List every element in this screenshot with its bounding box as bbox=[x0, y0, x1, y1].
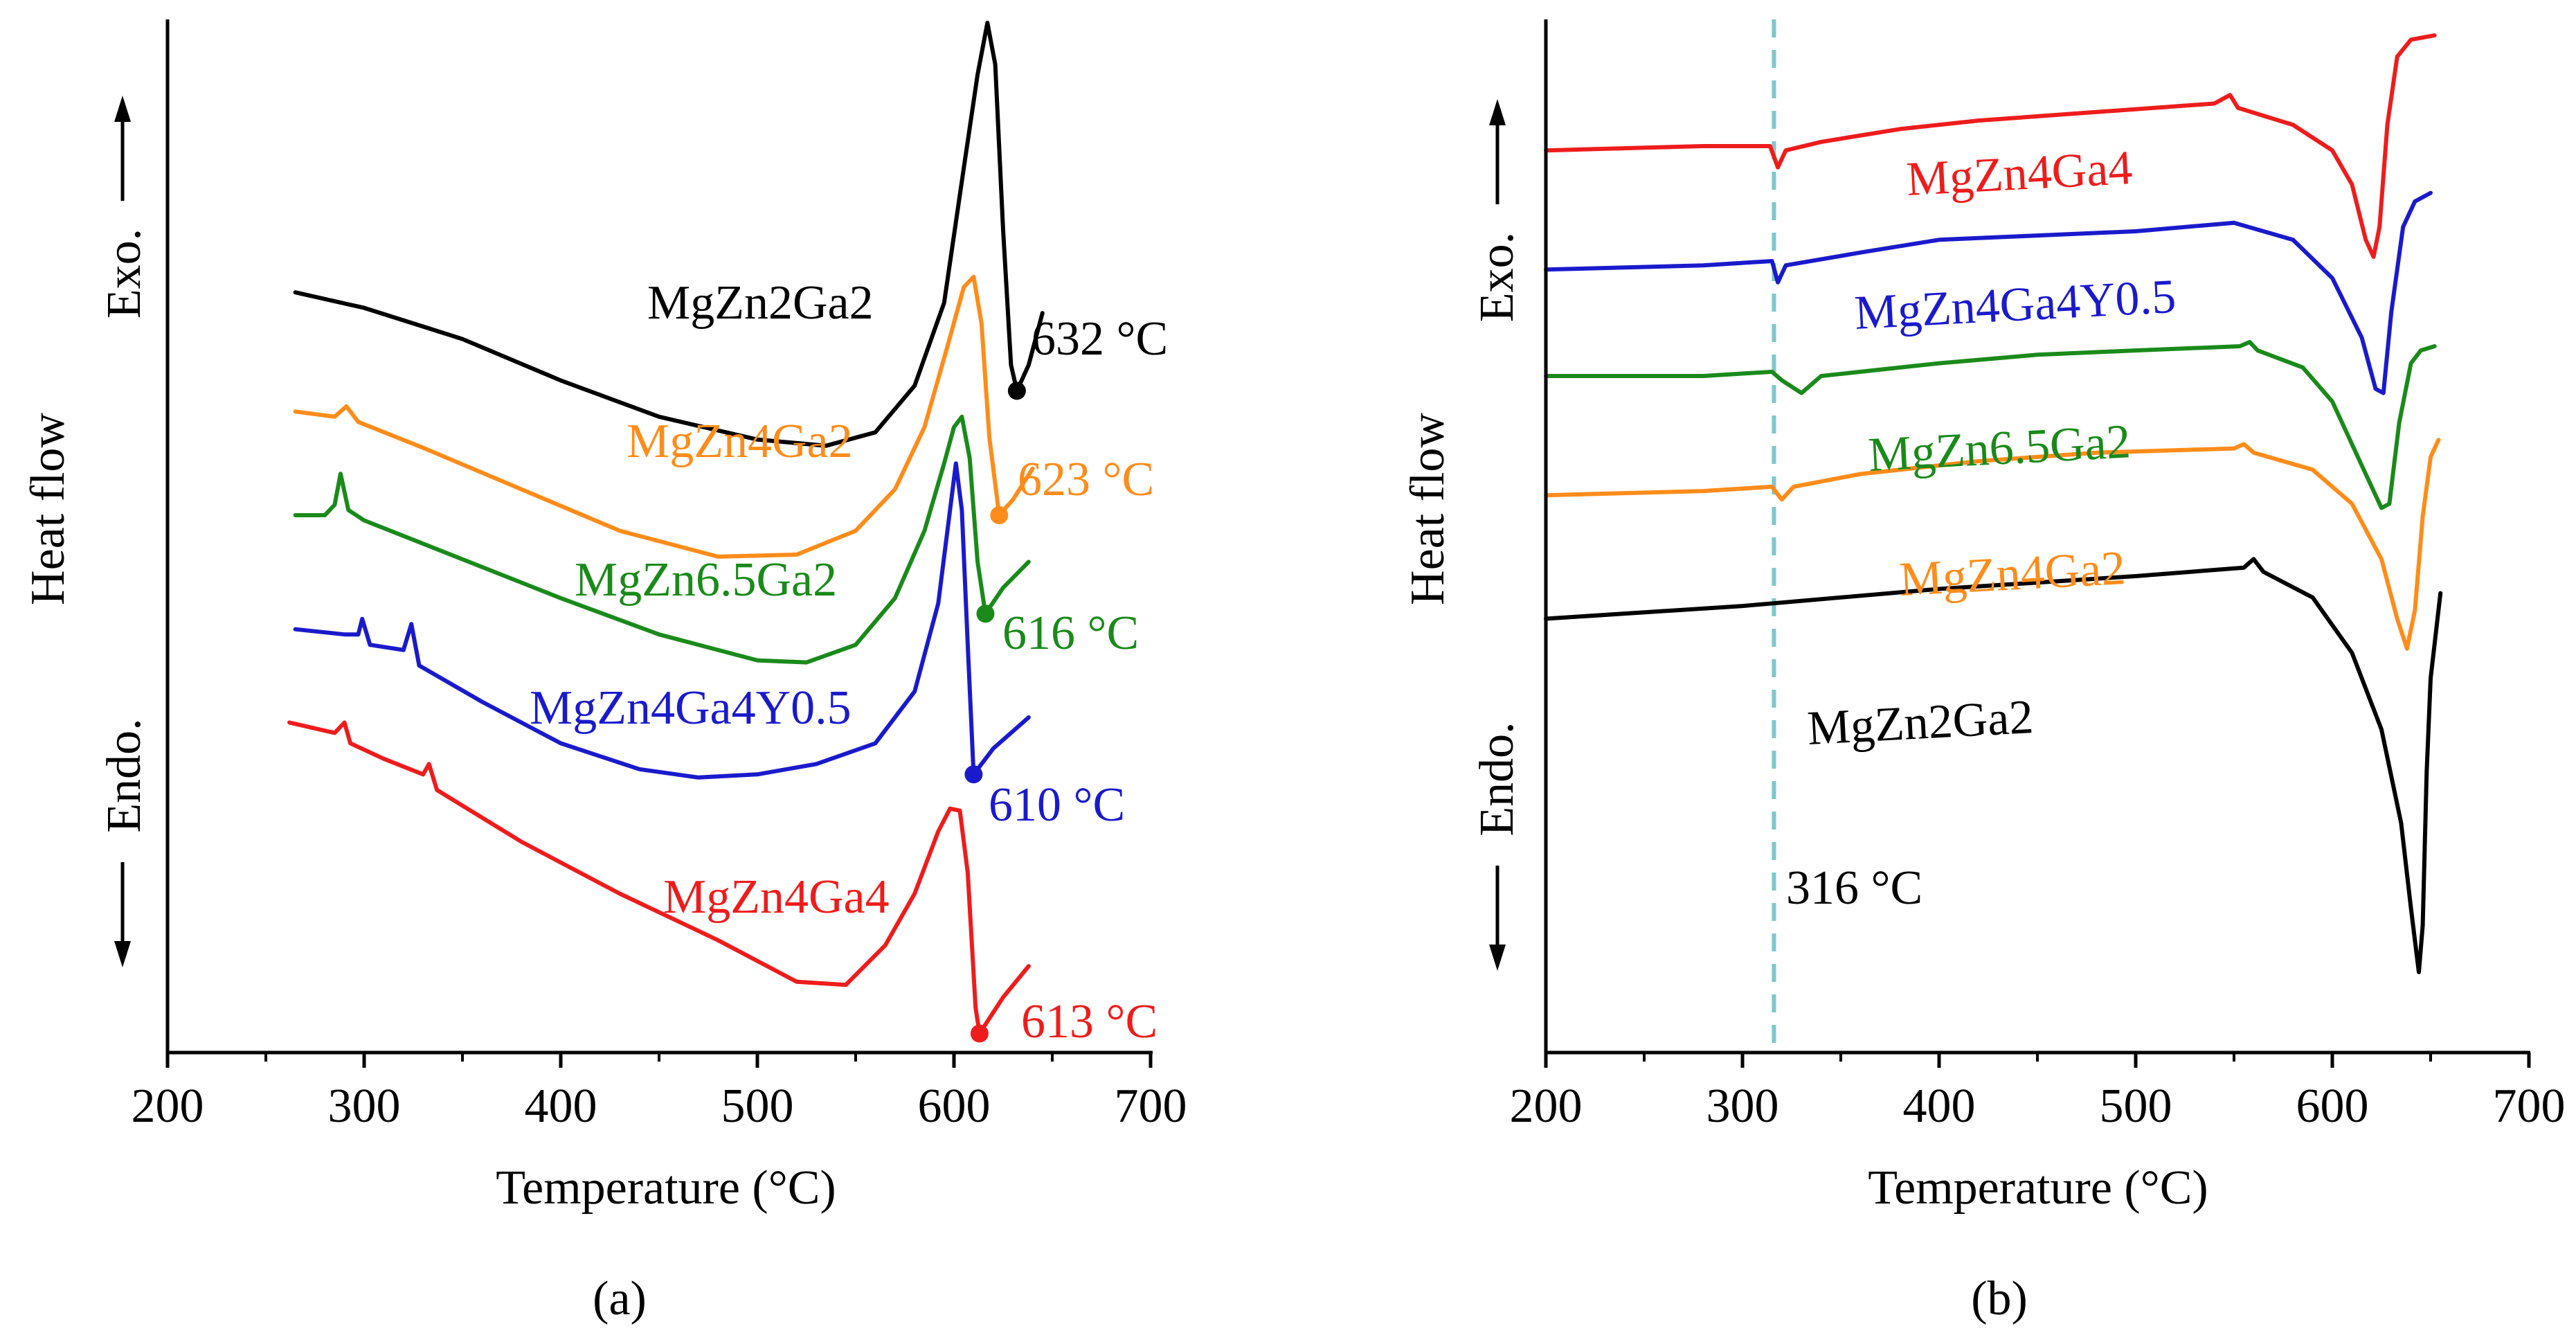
panel-b-x-tick-label: 500 bbox=[2100, 1080, 2172, 1133]
panel-a-label-mgzn4ga2: MgZn4Ga2 bbox=[627, 415, 853, 468]
panel-a-marker-mgzn4ga2 bbox=[990, 506, 1009, 525]
panel-b-label-mgzn2ga2: MgZn2Ga2 bbox=[1806, 690, 2035, 755]
panel-a-x-tick-label: 200 bbox=[132, 1080, 204, 1133]
panel-a-x-tick-label: 600 bbox=[918, 1080, 991, 1133]
panel-b-series-mgzn4ga4 bbox=[1544, 33, 2437, 259]
panel-a-up-arrow bbox=[114, 96, 131, 201]
panel-b-series-mgzn4ga4y0-5 bbox=[1544, 190, 2433, 395]
panel-a-series-mgzn4ga2 bbox=[293, 274, 1035, 559]
panel-a-y-axis-title: Heat flow bbox=[21, 413, 75, 605]
panel-a-down-arrow bbox=[114, 862, 131, 967]
panel-b-label-mgzn4ga4y0-5: MgZn4Ga4Y0.5 bbox=[1853, 270, 2177, 340]
panel-a-endo-label: Endo. bbox=[98, 718, 151, 832]
panel-a-temp-mgzn2ga2: 632 °C bbox=[1032, 312, 1168, 366]
panel-b-x-tick-label: 200 bbox=[1510, 1080, 1583, 1133]
panel-a-marker-mgzn2ga2 bbox=[1007, 382, 1026, 400]
panel-a-marker-mgzn4ga4y0-5 bbox=[964, 765, 983, 784]
panel-b-endo-label: Endo. bbox=[1470, 722, 1524, 836]
panel-b-caption: (b) bbox=[1971, 1272, 2028, 1325]
panel-b-x-tick-label: 700 bbox=[2493, 1080, 2566, 1133]
panel-b-series-mgzn2ga2 bbox=[1544, 557, 2443, 974]
panel-a-series-mgzn6-5ga2 bbox=[293, 414, 1031, 665]
panel-b-x-ticks: 200 300 400 500 600 700 bbox=[1510, 1053, 2566, 1133]
panel-a-label-mgzn4ga4: MgZn4Ga4 bbox=[663, 870, 890, 924]
panel-a-x-axis-title: Temperature (°C) bbox=[496, 1161, 836, 1215]
panel-a-temp-mgzn6-5ga2: 616 °C bbox=[1002, 607, 1139, 660]
panel-b-x-tick-label: 300 bbox=[1706, 1080, 1779, 1133]
panel-b-curves bbox=[1544, 19, 2443, 1049]
panel-b-up-arrow bbox=[1489, 99, 1506, 204]
panel-a-x-ticks: 200 300 400 500 600 700 bbox=[132, 1053, 1187, 1133]
panel-a-temp-mgzn4ga4: 613 °C bbox=[1021, 995, 1158, 1048]
panel-a-curves bbox=[287, 21, 1045, 1043]
panel-b-vline-label: 316 °C bbox=[1786, 861, 1922, 915]
panel-a-series-mgzn2ga2 bbox=[293, 21, 1045, 448]
panel-a-marker-mgzn4ga4 bbox=[970, 1024, 989, 1043]
panel-a-x-tick-label: 400 bbox=[525, 1080, 597, 1133]
panel-a-label-mgzn2ga2: MgZn2Ga2 bbox=[647, 276, 874, 330]
panel-a-x-tick-label: 700 bbox=[1115, 1080, 1187, 1133]
panel-a-series-mgzn4ga4y0-5 bbox=[293, 461, 1031, 780]
panel-a-series-mgzn4ga4 bbox=[287, 720, 1031, 1036]
panel-a-temp-mgzn4ga2: 623 °C bbox=[1018, 453, 1154, 506]
panel-b-x-axis-title: Temperature (°C) bbox=[1868, 1161, 2208, 1215]
panel-a-marker-mgzn6-5ga2 bbox=[976, 605, 995, 623]
panel-b-label-mgzn4ga2: MgZn4Ga2 bbox=[1898, 542, 2127, 607]
panel-a-label-mgzn6-5ga2: MgZn6.5Ga2 bbox=[575, 553, 837, 607]
panel-b-x-tick-label: 400 bbox=[1903, 1080, 1976, 1133]
panel-a-x-tick-label: 300 bbox=[328, 1080, 401, 1133]
panel-b: 200 300 400 500 600 700 Temperature (°C) Heat… bbox=[1401, 19, 2566, 1325]
panel-a-label-mgzn4ga4y0-5: MgZn4Ga4Y0.5 bbox=[530, 681, 852, 735]
panel-b-label-mgzn4ga4: MgZn4Ga4 bbox=[1905, 141, 2134, 206]
panel-a-temp-mgzn4ga4y0-5: 610 °C bbox=[989, 778, 1125, 832]
panel-a-exo-label: Exo. bbox=[98, 229, 151, 319]
panel-b-y-axis-title: Heat flow bbox=[1401, 413, 1454, 605]
panel-b-label-mgzn6-5ga2: MgZn6.5Ga2 bbox=[1867, 415, 2132, 482]
panel-a-caption: (a) bbox=[593, 1272, 647, 1325]
panel-b-x-tick-label: 600 bbox=[2296, 1080, 2369, 1133]
panel-b-series-mgzn4ga2 bbox=[1544, 438, 2441, 651]
panel-a-x-tick-label: 500 bbox=[721, 1080, 794, 1133]
panel-a: 200 300 400 500 600 700 Temperature (°C) Heat… bbox=[21, 19, 1187, 1325]
panel-b-series-mgzn6-5ga2 bbox=[1544, 339, 2437, 510]
panel-b-down-arrow bbox=[1489, 866, 1506, 971]
panel-b-exo-label: Exo. bbox=[1470, 232, 1524, 322]
